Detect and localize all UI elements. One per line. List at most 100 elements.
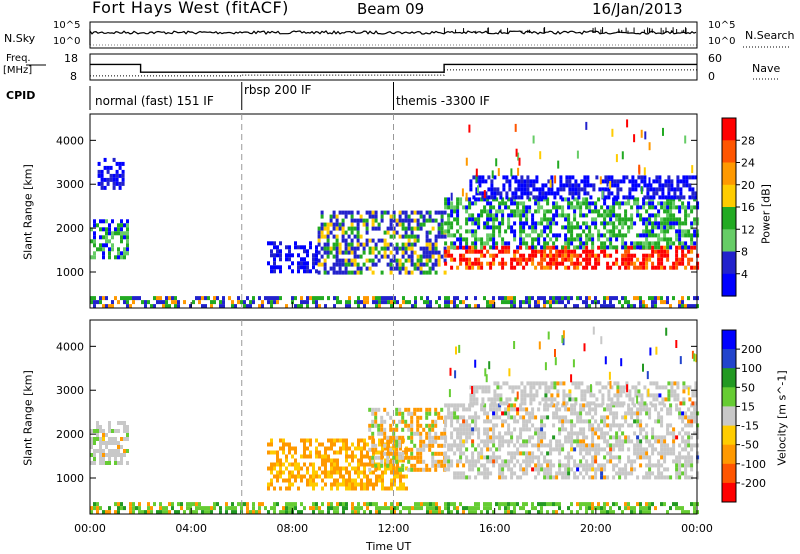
- power-cell: [401, 210, 405, 215]
- velocity-cell: [642, 455, 646, 460]
- power-cell: [335, 242, 339, 247]
- velocity-cell: [276, 450, 279, 455]
- power-cell: [320, 214, 324, 219]
- velocity-cell: [114, 510, 117, 515]
- velocity-cell: [564, 475, 568, 480]
- velocity-cell: [591, 463, 595, 468]
- power-cell: [651, 205, 655, 210]
- velocity-cell: [525, 471, 529, 476]
- velocity-cell: [102, 429, 105, 433]
- velocity-cell: [471, 506, 474, 511]
- power-cell: [347, 270, 351, 275]
- power-cell: [562, 187, 566, 192]
- power-cell: [489, 213, 493, 218]
- power-cell: [643, 179, 647, 184]
- power-cell: [564, 296, 567, 301]
- power-cell: [583, 183, 587, 188]
- velocity-cell: [610, 401, 614, 406]
- velocity-cell: [694, 393, 698, 398]
- power-cell: [553, 191, 557, 196]
- velocity-cell: [537, 407, 541, 412]
- power-cell: [519, 257, 523, 262]
- velocity-cell: [696, 411, 700, 416]
- power-cell: [492, 237, 496, 242]
- velocity-cell: [688, 385, 692, 390]
- velocity-cell: [546, 510, 549, 515]
- top-panels: [26, 21, 790, 110]
- power-cell: [390, 296, 393, 301]
- power-cell: [480, 209, 484, 214]
- velocity-cell: [603, 475, 607, 480]
- velocity-cell: [588, 423, 592, 428]
- power-cell: [513, 265, 517, 270]
- power-cell: [675, 261, 679, 266]
- power-cell: [669, 245, 673, 250]
- velocity-cell: [318, 510, 321, 515]
- velocity-cell: [504, 502, 507, 507]
- power-cell: [508, 187, 512, 192]
- nsky-tick-top: 10^5: [53, 20, 81, 31]
- velocity-cell: [526, 381, 530, 386]
- power-cell: [174, 304, 177, 309]
- velocity-cell: [333, 466, 336, 471]
- power-cell: [661, 191, 665, 196]
- power-cell: [630, 245, 634, 250]
- velocity-cell: [312, 482, 315, 487]
- velocity-cell: [552, 415, 556, 420]
- power-cell: [594, 201, 598, 206]
- velocity-cell: [99, 441, 102, 445]
- velocity-cell: [357, 502, 360, 507]
- power-cell: [594, 225, 598, 230]
- power-cell: [660, 229, 664, 234]
- power-cell: [522, 229, 526, 234]
- velocity-cell: [384, 466, 387, 471]
- power-cell: [315, 304, 318, 309]
- power-cell: [410, 258, 414, 263]
- velocity-cell: [567, 451, 571, 456]
- power-cell: [462, 205, 466, 210]
- power-cell: [666, 221, 670, 226]
- power-cell: [624, 213, 628, 218]
- velocity-cell: [504, 407, 508, 412]
- power-cell: [115, 161, 119, 166]
- velocity-cell: [513, 471, 517, 476]
- power-cell: [395, 242, 399, 247]
- power-cell: [501, 197, 505, 202]
- power-cell: [511, 191, 515, 196]
- velocity-cell: [564, 415, 568, 420]
- power-cell: [407, 270, 411, 275]
- velocity-cell: [327, 470, 330, 475]
- velocity-cell: [639, 455, 643, 460]
- velocity-cell: [645, 403, 649, 408]
- power-cell: [652, 191, 656, 196]
- power-cell: [189, 304, 192, 309]
- power-cell: [666, 209, 670, 214]
- power-cell: [517, 183, 521, 188]
- power-cell: [207, 296, 210, 301]
- velocity-cell: [669, 411, 673, 416]
- velocity-cell: [333, 450, 336, 455]
- velocity-cell: [348, 446, 351, 451]
- power-cell: [395, 266, 399, 271]
- power-cell: [362, 242, 366, 247]
- velocity-cell: [378, 462, 381, 467]
- power-cell: [574, 179, 578, 184]
- velocity-cell: [312, 462, 315, 467]
- power-cell: [685, 183, 689, 188]
- power-cell: [618, 205, 622, 210]
- power-cell: [646, 195, 650, 200]
- power-cell: [604, 179, 608, 184]
- power-cell: [642, 221, 646, 226]
- power-cell: [492, 225, 496, 230]
- power-cell: [660, 296, 663, 301]
- velocity-cell: [661, 385, 665, 390]
- power-cell: [663, 253, 667, 258]
- power-cell: [582, 213, 586, 218]
- power-cell: [636, 257, 640, 262]
- power-cell: [483, 221, 487, 226]
- power-cell: [332, 234, 336, 239]
- power-cell: [105, 243, 108, 248]
- velocity-cell: [440, 451, 444, 456]
- power-cell: [556, 187, 560, 192]
